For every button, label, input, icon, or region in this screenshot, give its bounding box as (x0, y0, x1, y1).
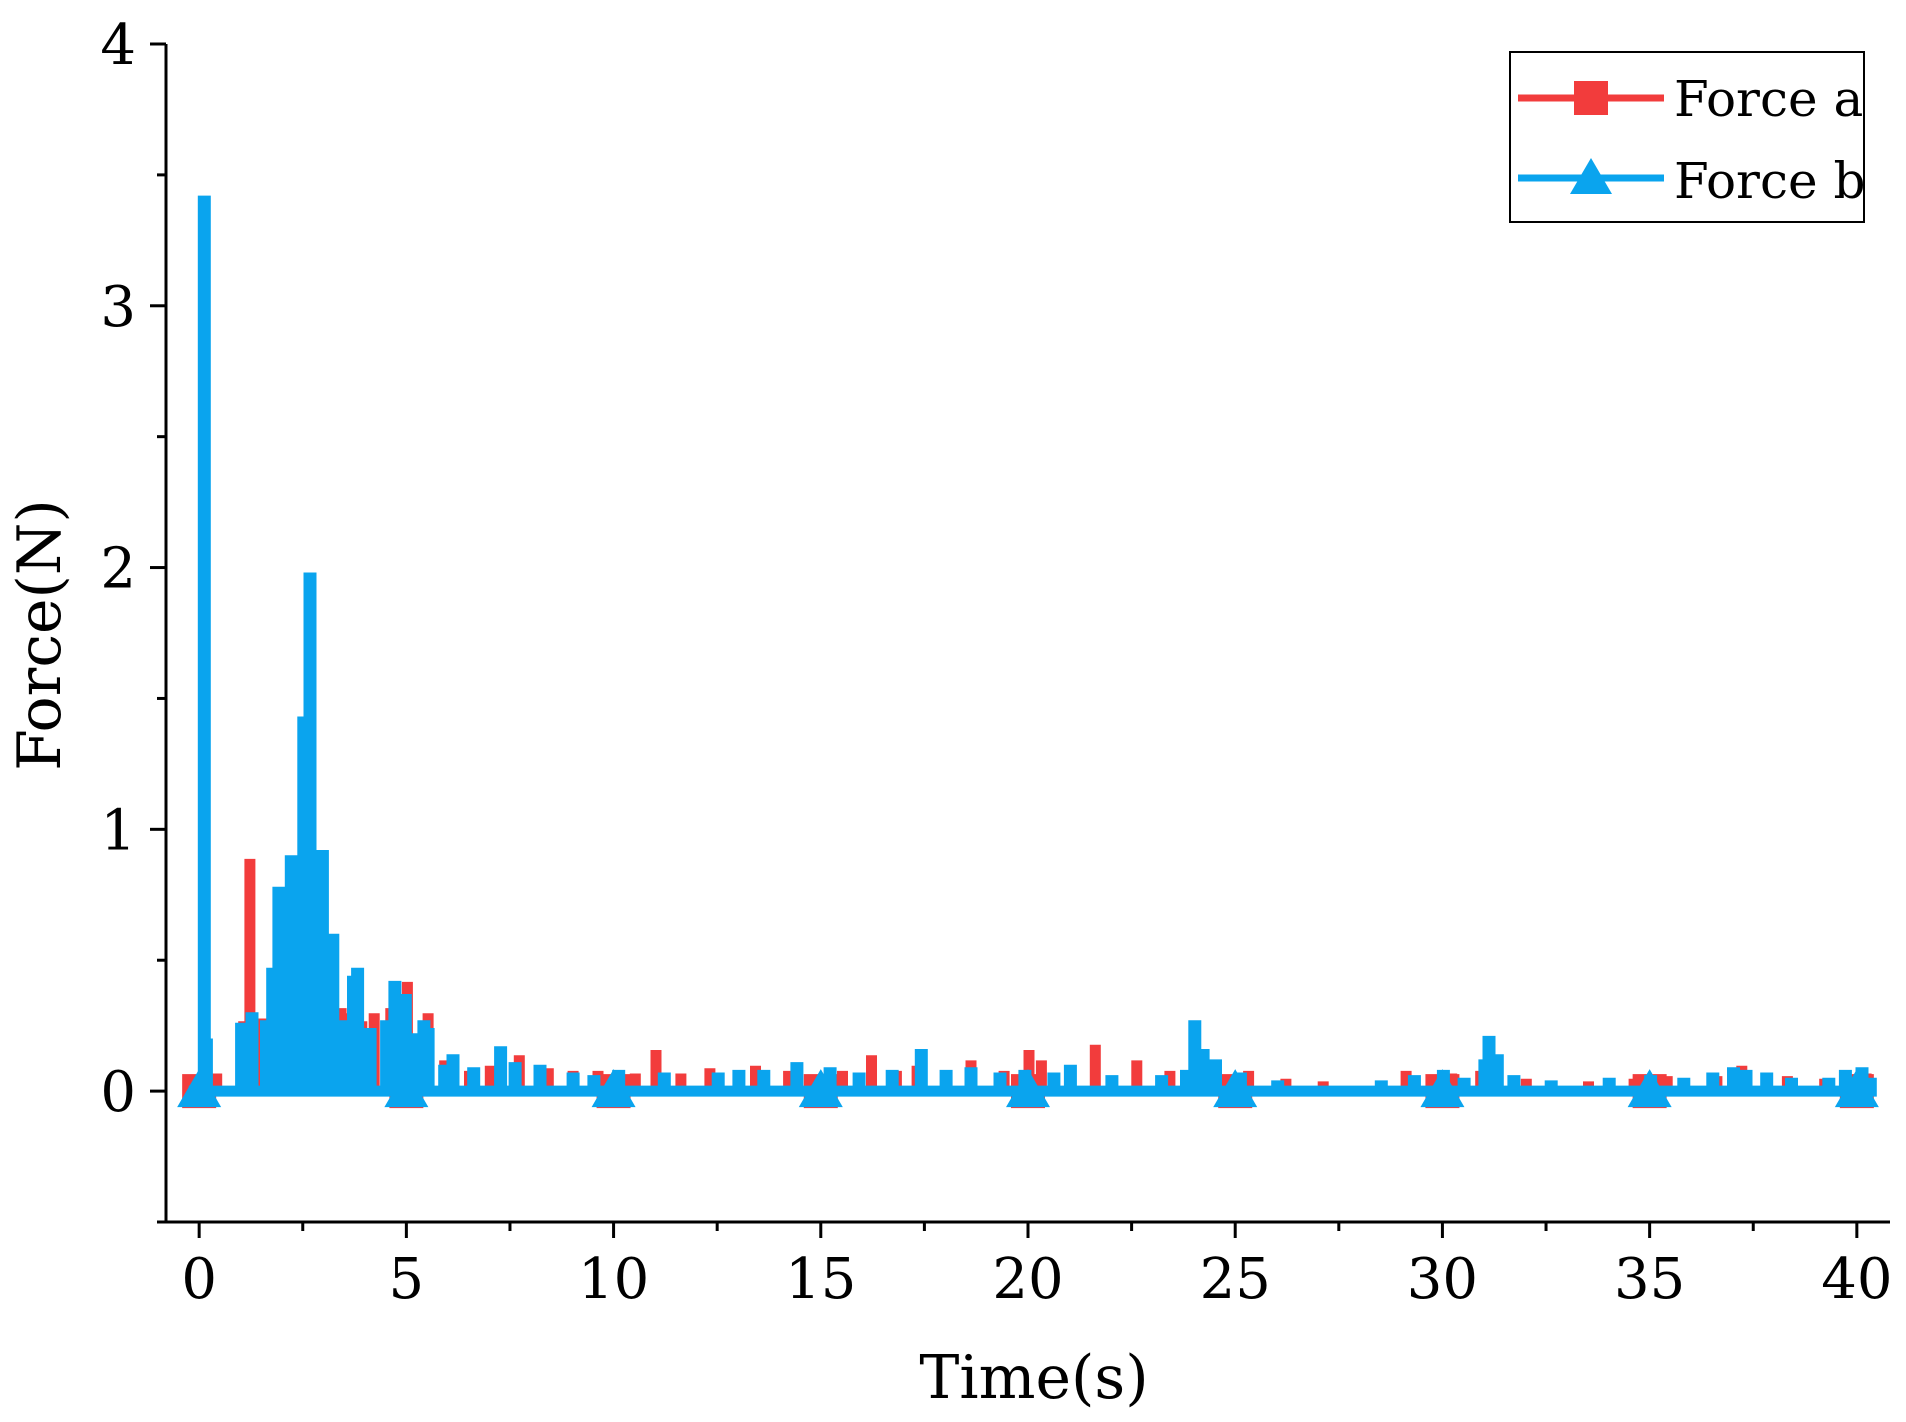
x-tick-label: 0 (181, 1247, 217, 1312)
legend-item-force-b: Force b (1518, 152, 1865, 210)
axes: 0 5 10 15 20 25 30 35 40 0 1 2 3 4 (100, 13, 1892, 1312)
data-marker-force-b (591, 1069, 636, 1108)
legend: Force a Force b (1509, 51, 1865, 223)
x-tick-label: 10 (578, 1247, 649, 1312)
data-marker-force-b (1006, 1069, 1050, 1108)
y-tick-label: 2 (100, 537, 136, 602)
legend-label-force-b: Force b (1674, 152, 1865, 210)
data-marker-force-b (177, 1069, 222, 1108)
data-marker-force-b (384, 1069, 429, 1108)
legend-marker-square (1574, 81, 1608, 115)
x-tick-label: 15 (785, 1247, 856, 1312)
legend-marker-triangle (1570, 158, 1612, 194)
legend-item-force-a: Force a (1518, 70, 1863, 128)
data-marker-force-b (1420, 1069, 1465, 1108)
y-tick-label: 0 (100, 1060, 136, 1125)
x-tick-label: 30 (1407, 1247, 1478, 1312)
y-tick-label: 4 (100, 13, 136, 78)
data-marker-force-b (1834, 1069, 1879, 1108)
x-tick-label: 40 (1821, 1247, 1892, 1312)
series-line-force-a (188, 858, 1872, 1096)
data-marker-force-b (1627, 1069, 1672, 1108)
data-marker-force-b (798, 1069, 843, 1108)
x-tick-label: 20 (992, 1247, 1063, 1312)
y-axis-title: Force(N) (5, 499, 75, 771)
series-line-force-b (188, 195, 1877, 1097)
y-tick-label: 3 (100, 275, 136, 340)
legend-label-force-a: Force a (1674, 70, 1863, 128)
plot-area (177, 195, 1879, 1109)
data-marker-force-b (1213, 1069, 1258, 1108)
legend-box (1509, 51, 1865, 223)
x-axis-title: Time(s) (919, 1343, 1148, 1413)
x-tick-label: 5 (389, 1247, 425, 1312)
x-tick-label: 35 (1614, 1247, 1685, 1312)
x-tick-label: 25 (1200, 1247, 1271, 1312)
y-tick-label: 1 (100, 798, 136, 863)
